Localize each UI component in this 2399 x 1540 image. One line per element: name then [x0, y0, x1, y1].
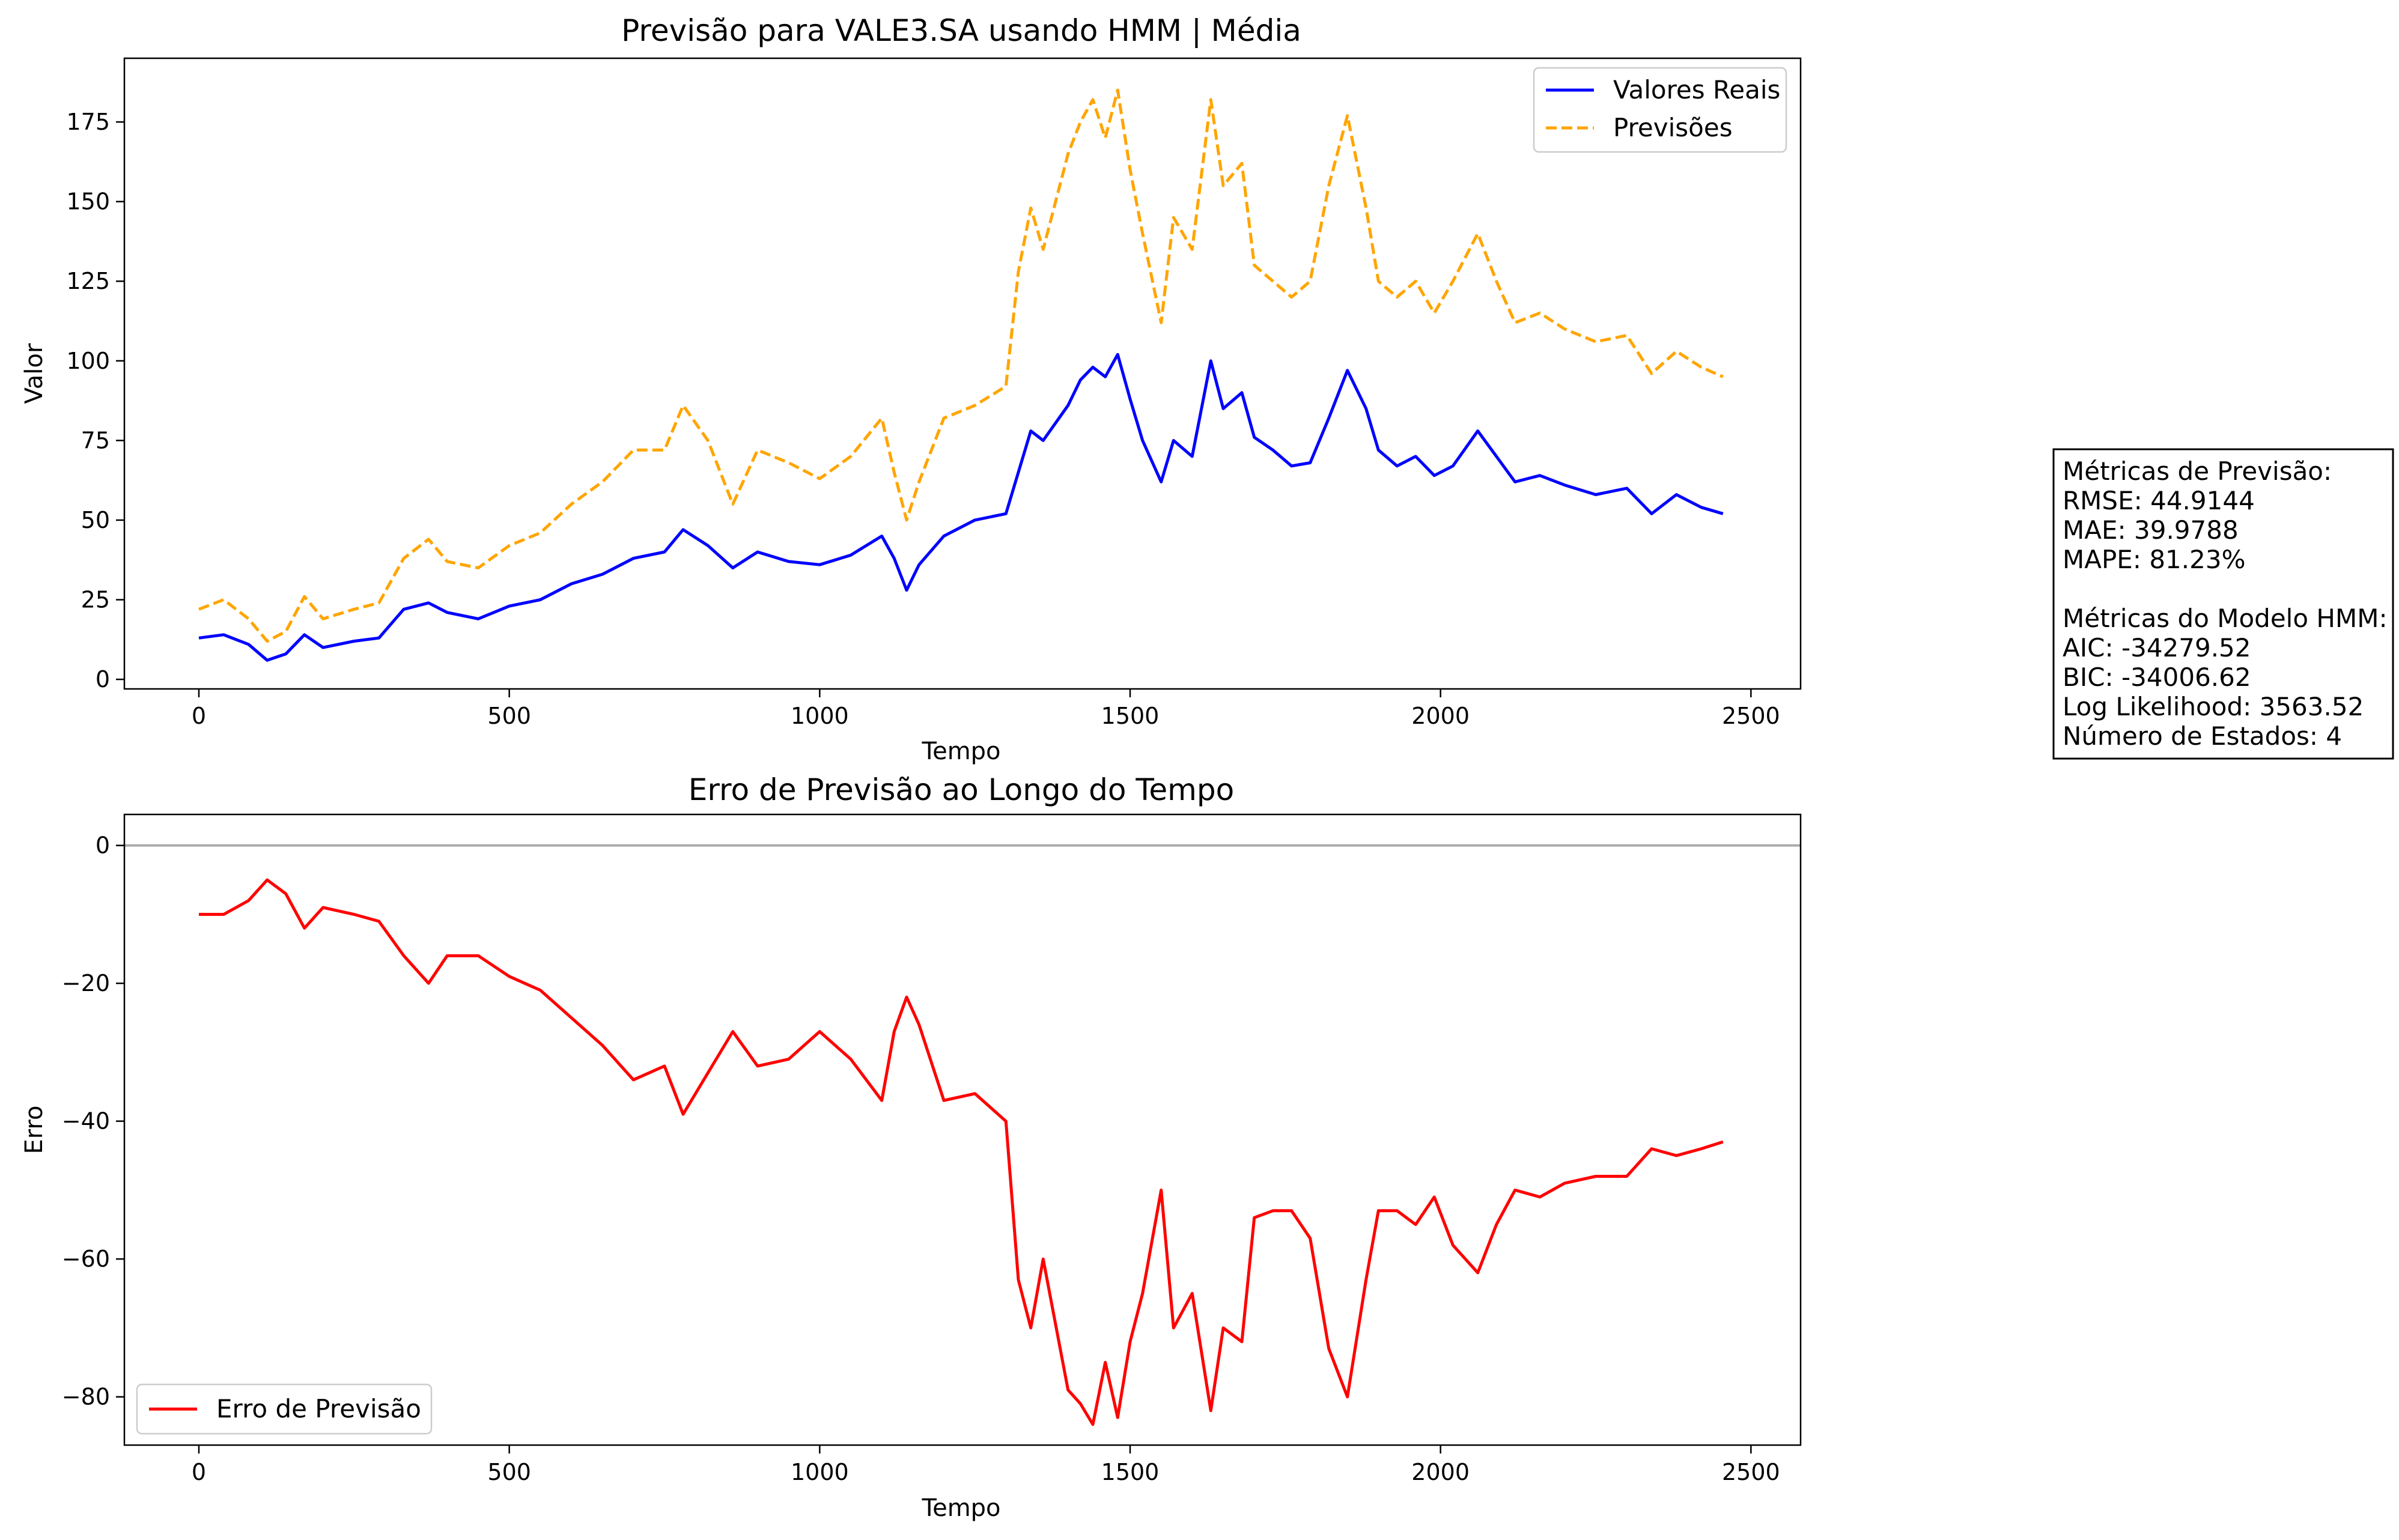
forecast-y-tick-label: 125 [66, 268, 110, 294]
error-axes-frame [123, 813, 1802, 1446]
forecast-x-ticks: 0 500 1000 1500 2000 2500 [192, 689, 1780, 729]
error-y-tick-label: −60 [62, 1246, 110, 1272]
metrics-line: BIC: -34006.62 [2063, 662, 2251, 692]
forecast-x-axis-label: Tempo [921, 738, 1000, 765]
metrics-box-frame [2052, 448, 2394, 760]
legend-label-erro: Erro de Previsão [216, 1394, 421, 1423]
legend-label-valores-reais: Valores Reais [1613, 75, 1780, 105]
error-series-line-0 [199, 878, 1724, 1426]
forecast-series-line-1 [198, 88, 1724, 643]
error-x-axis-label: Tempo [921, 1494, 1000, 1522]
forecast-y-tick-label: 25 [81, 587, 110, 613]
metrics-line: AIC: -34279.52 [2063, 633, 2251, 662]
forecast-x-tick-label: 2000 [1411, 703, 1470, 729]
forecast-y-tick-label: 100 [66, 348, 110, 374]
forecast-x-tick-label: 0 [192, 703, 206, 729]
metrics-line: RMSE: 44.9144 [2063, 486, 2255, 515]
forecast-y-tick-label: 0 [96, 666, 110, 693]
metrics-line: MAE: 39.9788 [2063, 515, 2239, 545]
error-y-tick-label: −80 [62, 1384, 110, 1410]
error-x-ticks: 0 500 1000 1500 2000 2500 [192, 1445, 1780, 1485]
error-x-tick-label: 500 [487, 1459, 531, 1485]
forecast-chart-title: Previsão para VALE3.SA usando HMM | Médi… [621, 13, 1301, 48]
forecast-axes-frame [123, 57, 1802, 690]
forecast-x-tick-label: 1500 [1101, 703, 1160, 729]
error-x-tick-label: 1000 [791, 1459, 849, 1485]
forecast-plot-area [198, 88, 1724, 662]
metrics-line: Número de Estados: 4 [2063, 721, 2342, 751]
error-x-tick-label: 1500 [1101, 1459, 1160, 1485]
forecast-legend: Valores Reais Previsões [1533, 67, 1787, 153]
metrics-line: Métricas do Modelo HMM: [2063, 604, 2388, 633]
forecast-legend-box [1533, 67, 1787, 153]
error-x-tick-label: 0 [192, 1459, 206, 1485]
metrics-line: Log Likelihood: 3563.52 [2063, 692, 2364, 721]
forecast-x-tick-label: 1000 [791, 703, 849, 729]
forecast-y-tick-label: 75 [81, 427, 110, 453]
error-legend: Erro de Previsão [136, 1383, 433, 1435]
error-legend-box [136, 1383, 433, 1435]
error-y-tick-label: −40 [62, 1108, 110, 1135]
forecast-y-ticks: 0 25 50 75 100 125 150 175 [66, 109, 124, 693]
error-y-axis-label: Erro [20, 1105, 48, 1154]
forecast-y-tick-label: 150 [66, 189, 110, 215]
error-chart-title: Erro de Previsão ao Longo do Tempo [689, 772, 1234, 807]
legend-label-previsoes: Previsões [1613, 113, 1733, 142]
error-y-ticks: 0 −20 −40 −60 −80 [62, 832, 124, 1410]
metrics-box: Métricas de Previsão: RMSE: 44.9144 MAE:… [2052, 448, 2394, 760]
forecast-y-tick-label: 175 [66, 109, 110, 135]
forecast-y-tick-label: 50 [81, 507, 110, 533]
metrics-line: MAPE: 81.23% [2063, 545, 2245, 574]
forecast-x-tick-label: 500 [487, 703, 531, 729]
forecast-x-tick-label: 2500 [1722, 703, 1780, 729]
forecast-chart: Previsão para VALE3.SA usando HMM | Médi… [20, 13, 1802, 765]
error-plot-area [124, 844, 1801, 1426]
error-x-tick-label: 2500 [1722, 1459, 1780, 1485]
error-x-tick-label: 2000 [1411, 1459, 1470, 1485]
error-y-tick-label: −20 [62, 970, 110, 996]
error-chart: Erro de Previsão ao Longo do Tempo 0 500 1… [20, 772, 1802, 1522]
metrics-line: Métricas de Previsão: [2063, 456, 2332, 486]
error-y-tick-label: 0 [96, 832, 110, 859]
forecast-y-axis-label: Valor [20, 343, 48, 404]
forecast-series-line-0 [198, 353, 1724, 662]
